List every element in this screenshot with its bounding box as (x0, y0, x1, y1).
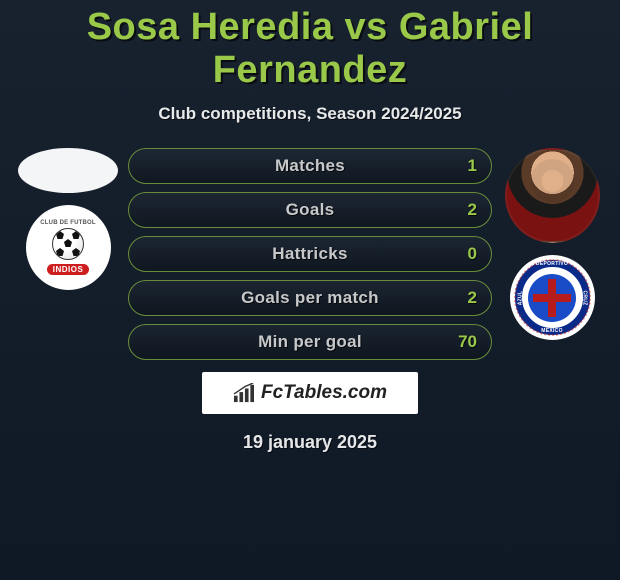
stat-value-right: 2 (468, 200, 477, 220)
left-column: CLUB DE FUTBOL INDIOS (8, 148, 128, 290)
stat-label: Goals (286, 200, 335, 220)
player-right-avatar (505, 148, 600, 243)
stat-value-right: 0 (468, 244, 477, 264)
subtitle: Club competitions, Season 2024/2025 (0, 104, 620, 124)
club-right-ring-top: DEPORTIVO (522, 261, 583, 267)
player-left-avatar (18, 148, 118, 193)
stat-value-right: 70 (458, 332, 477, 352)
branding-box: FcTables.com (202, 372, 418, 414)
branding-text: FcTables.com (261, 382, 387, 404)
club-right-ring-left: AZUL (517, 268, 523, 329)
page-title: Sosa Heredia vs Gabriel Fernandez (0, 0, 620, 92)
comparison-panel: CLUB DE FUTBOL INDIOS Matches 1 Goals 2 (0, 148, 620, 360)
club-right-ring-bottom: MÉXICO (522, 328, 583, 334)
stats-column: Matches 1 Goals 2 Hattricks 0 Goals per … (128, 148, 492, 360)
right-column: DEPORTIVO MÉXICO AZUL CRUZ (492, 148, 612, 340)
stat-row: Hattricks 0 (128, 236, 492, 272)
club-left-name: INDIOS (47, 264, 90, 275)
club-left-badge: CLUB DE FUTBOL INDIOS (26, 205, 111, 290)
stat-value-right: 2 (468, 288, 477, 308)
stat-label: Matches (275, 156, 345, 176)
stat-value-right: 1 (468, 156, 477, 176)
cross-icon (528, 274, 576, 322)
stat-label: Goals per match (241, 288, 379, 308)
bar-chart-icon (233, 383, 255, 403)
club-right-badge: DEPORTIVO MÉXICO AZUL CRUZ (510, 255, 595, 340)
club-left-arc-text: CLUB DE FUTBOL (40, 220, 95, 226)
stat-label: Min per goal (258, 332, 362, 352)
snapshot-date: 19 january 2025 (0, 432, 620, 453)
stat-row: Goals per match 2 (128, 280, 492, 316)
stat-row: Goals 2 (128, 192, 492, 228)
stat-row: Min per goal 70 (128, 324, 492, 360)
stat-row: Matches 1 (128, 148, 492, 184)
stat-label: Hattricks (272, 244, 347, 264)
club-right-ring-right: CRUZ (581, 268, 587, 329)
soccer-ball-icon (52, 228, 84, 260)
